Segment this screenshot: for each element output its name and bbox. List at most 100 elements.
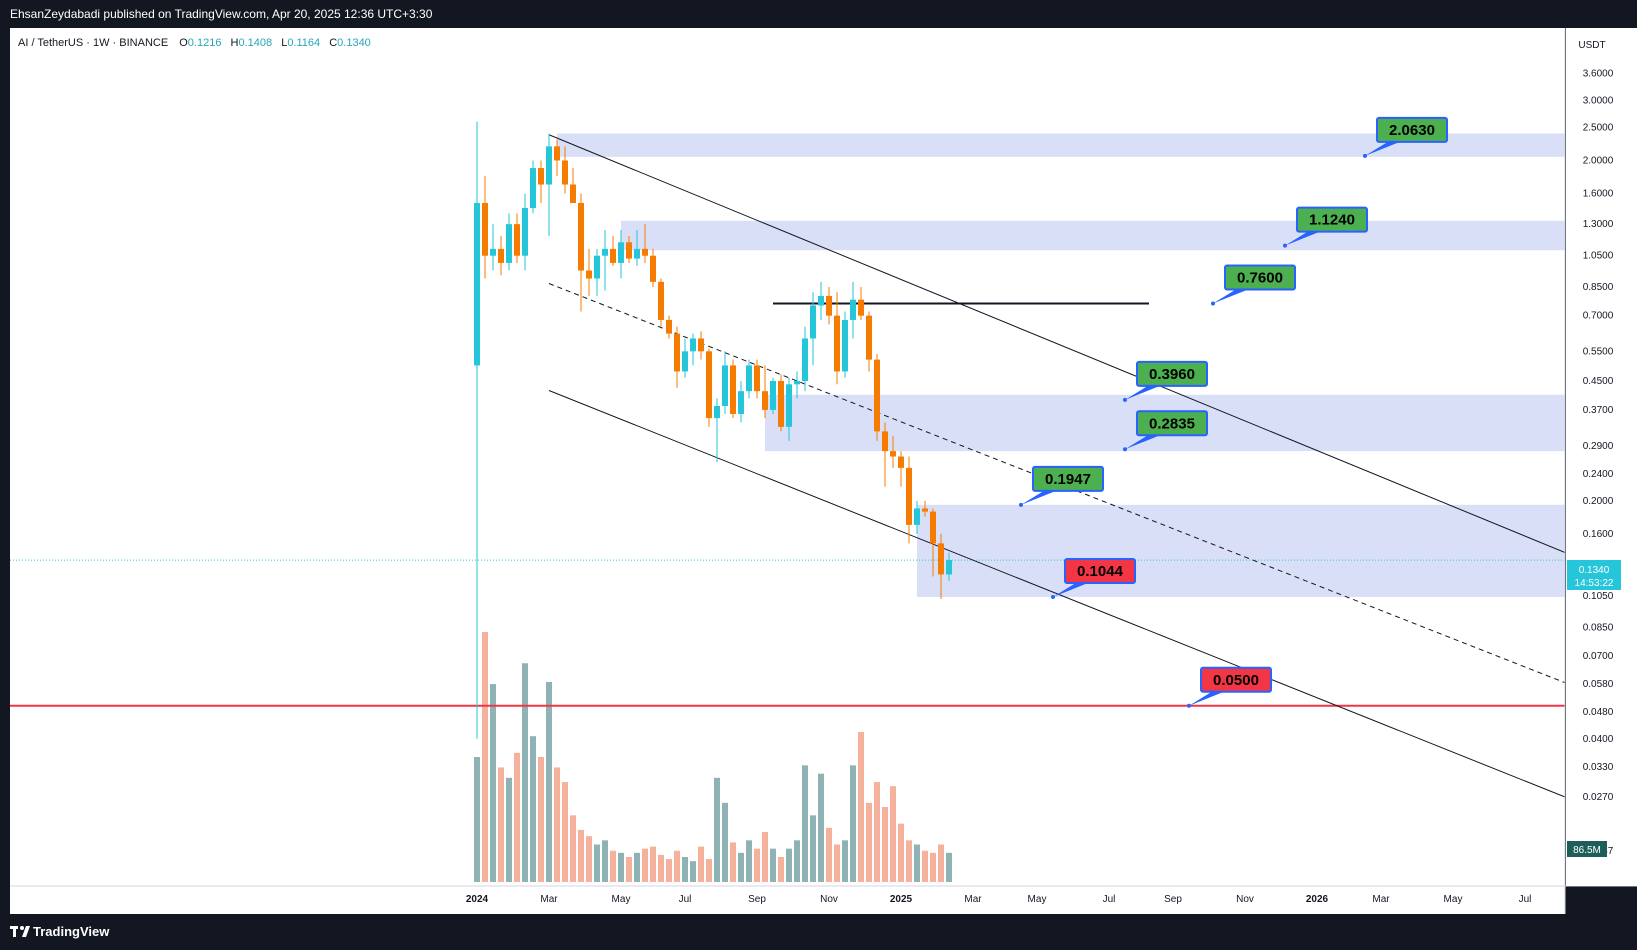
callout-anchor [1123,397,1127,402]
support-resistance-zone[interactable] [917,504,1565,597]
time-tick-label: Sep [1164,894,1182,905]
price-tick-label: 3.6000 [1583,69,1614,80]
price-tick-label: 0.2900 [1583,441,1614,452]
time-tick-label: Nov [820,894,838,905]
price-tick-label: 0.0480 [1583,707,1614,718]
candle-body [762,391,768,410]
volume-bar [570,815,576,882]
bar-countdown: 14:53:22 [1575,578,1614,589]
price-target-label: 0.0500 [1213,672,1259,689]
candle-body [546,146,552,185]
price-tick-label: 1.3000 [1583,219,1614,230]
volume-bar [546,682,552,882]
price-tick-label: 0.4500 [1583,376,1614,387]
volume-bar [746,840,752,882]
candle-body [554,146,560,161]
candle-body [586,270,592,279]
channel-midline[interactable] [548,283,1637,730]
support-resistance-zone[interactable] [621,220,1565,251]
candle-body [770,380,776,410]
price-target-box[interactable] [1136,360,1208,387]
price-target-box[interactable] [1376,116,1448,143]
volume-bar [666,859,672,882]
time-tick-label: Mar [964,894,982,905]
close-label: C [329,37,337,49]
price-tick-label: 0.8500 [1583,282,1614,293]
support-resistance-zone[interactable] [557,133,1565,157]
callout-pointer [1213,287,1253,304]
callout-anchor [1187,703,1191,708]
candle-body [482,202,488,256]
candle-body [538,168,544,185]
candle-body [746,365,752,392]
price-target-box[interactable] [1032,465,1104,492]
volume-bar [914,844,920,882]
volume-bar [626,857,632,882]
volume-tag [1567,841,1607,857]
volume-bar [754,848,760,882]
volume-bar [714,777,720,882]
candle-body [930,511,936,544]
price-axis-bg[interactable] [1566,28,1637,886]
candle-body [810,305,816,339]
price-target-box[interactable] [1224,264,1296,291]
callout-anchor [1019,502,1023,507]
channel-trendline[interactable] [548,390,1637,845]
channel-trendline[interactable] [548,134,1637,602]
candle-body [634,248,640,259]
volume-bar [938,844,944,882]
candle-body [522,208,528,256]
chart-pane[interactable] [10,28,1565,914]
candle-body [666,319,672,334]
price-target-box[interactable] [1064,557,1136,584]
time-tick-label: May [1444,894,1463,905]
volume-bar [866,802,872,882]
candle-body [738,391,744,414]
footer-bar: TradingView [0,914,1637,950]
close-value: 0.1340 [337,37,371,49]
price-tick-label: 0.0270 [1583,792,1614,803]
time-tick-label: Sep [748,894,766,905]
price-tick-label: 3.0000 [1583,96,1614,107]
volume-bar [786,848,792,882]
candle-body [674,333,680,372]
callout-anchor [1363,153,1367,158]
open-value: 0.1216 [188,37,222,49]
candle-body [610,248,616,263]
currency-label[interactable]: USDT [1578,40,1605,51]
price-tick-label: 0.7000 [1583,311,1614,322]
current-price-value: 0.1340 [1579,565,1610,576]
price-target-box[interactable] [1296,206,1368,233]
time-tick-label: Mar [540,894,558,905]
volume-bar [818,773,824,882]
candle-body [938,543,944,575]
candle-body [802,338,808,381]
volume-bar [586,836,592,882]
candle-body [514,224,520,256]
candle-body [858,299,864,316]
candle-body [890,451,896,457]
candle-body [618,242,624,263]
price-target-label: 0.2835 [1149,415,1195,432]
volume-bar [826,827,832,882]
price-tick-label: 0.5500 [1583,346,1614,357]
candle-body [602,248,608,256]
high-label: H [231,37,239,49]
candle-body [706,351,712,419]
callout-pointer [1125,383,1165,400]
candle-body [730,365,736,414]
price-target-box[interactable] [1200,666,1272,693]
time-tick-label: May [612,894,631,905]
candle-body [690,338,696,352]
symbol-name[interactable]: AI / TetherUS · 1W · BINANCE [18,37,168,49]
candles-layer [474,121,952,739]
symbol-legend[interactable]: AI / TetherUS · 1W · BINANCE O0.1216 H0.… [18,37,371,49]
time-tick-label: 2025 [890,894,913,905]
time-axis-ticks: 2024 Mar May Jul Sep Nov 2025 Mar May Jul Sep Nov 20… [466,894,1532,905]
price-target-box[interactable] [1136,410,1208,437]
volume-tag-value: 86.5M [1573,845,1601,856]
volume-bar [562,782,568,882]
price-target-label: 0.7600 [1237,270,1283,287]
tradingview-brand[interactable]: TradingView [33,924,110,939]
